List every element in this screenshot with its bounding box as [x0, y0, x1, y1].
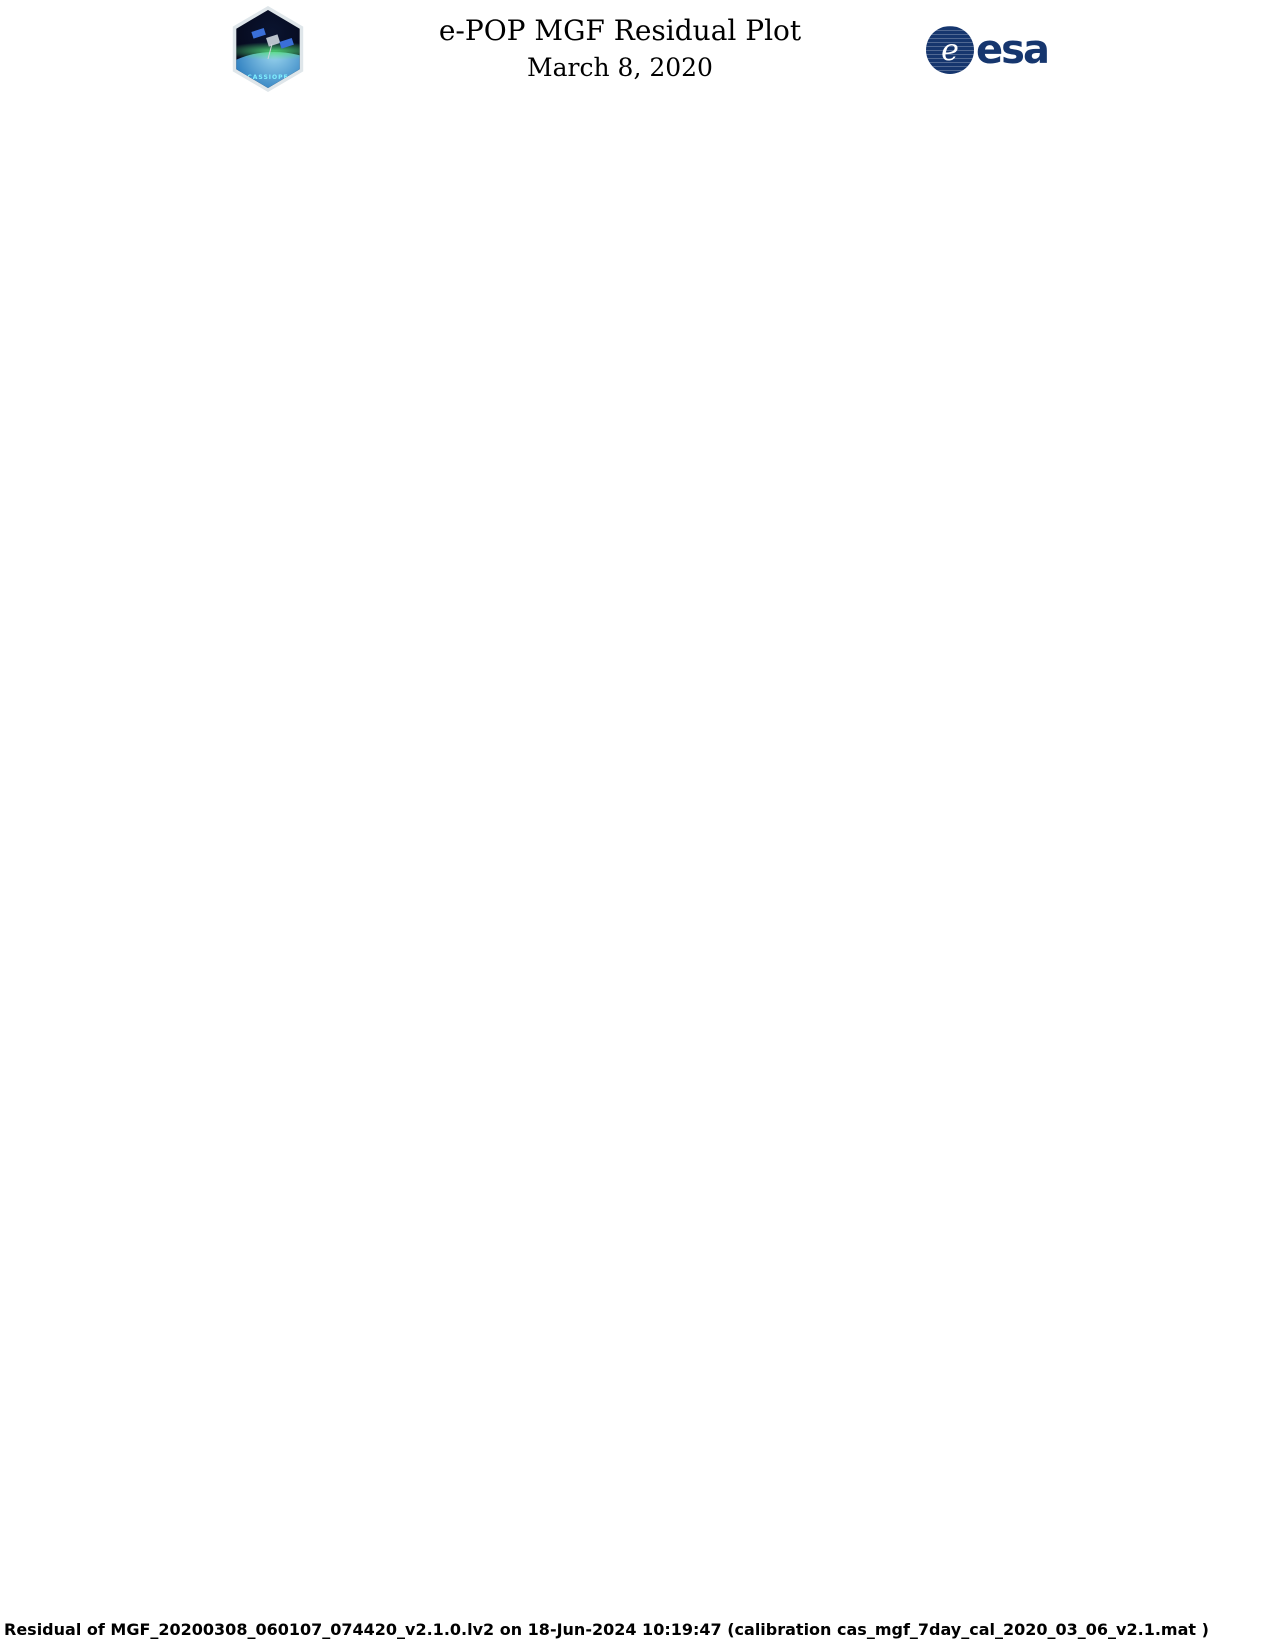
page-subtitle-date: March 8, 2020 [527, 53, 713, 82]
esa-logo-text: esa [976, 27, 1050, 73]
satellite-icon [251, 27, 294, 60]
mission-patch-label: CASSIOPE [247, 74, 289, 81]
y-axis-label [28, 103, 92, 393]
footer-file-info: Residual of MGF_20200308_060107_074420_v… [4, 1620, 1209, 1639]
plot-title-block: e-POP MGF Residual Plot March 8, 2020 [300, 14, 940, 82]
page-title: e-POP MGF Residual Plot [438, 14, 802, 47]
esa-globe-letter: e [941, 32, 959, 68]
esa-globe-icon: e [926, 26, 974, 74]
esa-logo: e esa [926, 24, 1050, 76]
mission-patch-background: CASSIOPE [236, 10, 300, 88]
cassiope-mission-patch: CASSIOPE [232, 6, 304, 92]
